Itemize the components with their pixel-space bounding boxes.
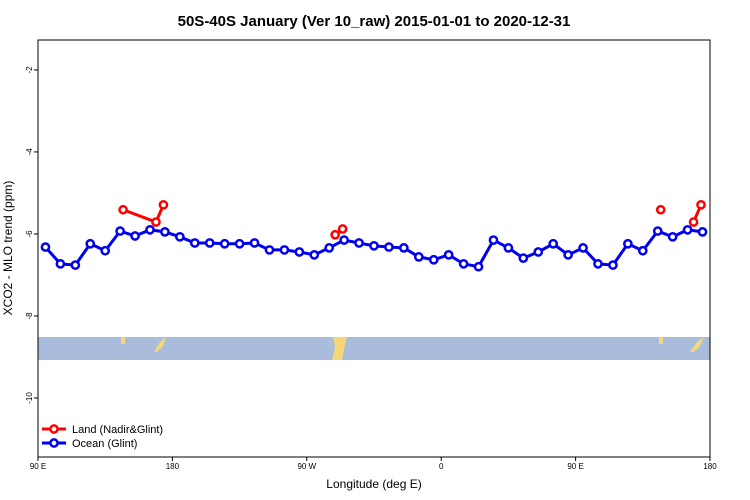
point xyxy=(488,235,499,245)
point xyxy=(593,259,603,269)
y-tick-label: -8 xyxy=(25,312,34,320)
point xyxy=(518,253,529,263)
point xyxy=(384,242,394,252)
point xyxy=(330,229,341,240)
point xyxy=(697,227,708,237)
point xyxy=(130,231,140,241)
point xyxy=(151,217,161,227)
point xyxy=(354,238,364,248)
point xyxy=(667,231,678,242)
y-tick-label: -10 xyxy=(25,392,34,404)
point xyxy=(55,259,66,269)
point xyxy=(473,261,484,272)
legend-marker xyxy=(49,438,59,448)
point xyxy=(652,226,663,236)
point xyxy=(219,238,230,249)
legend-label: Ocean (Glint) xyxy=(72,438,137,450)
point xyxy=(234,238,245,249)
y-tick-label: -6 xyxy=(25,230,34,238)
point xyxy=(118,204,128,215)
x-tick-label: 90 E xyxy=(567,462,583,471)
point xyxy=(160,227,170,237)
y-tick-label: -4 xyxy=(25,148,34,156)
point xyxy=(189,238,200,248)
point xyxy=(294,247,305,257)
point xyxy=(655,204,666,215)
point xyxy=(115,226,125,236)
point xyxy=(696,199,706,210)
point xyxy=(324,243,335,253)
point xyxy=(309,250,320,260)
point xyxy=(578,243,588,253)
x-tick-label: 0 xyxy=(439,462,444,471)
point xyxy=(503,243,514,253)
point xyxy=(40,242,51,252)
point xyxy=(100,245,111,256)
point xyxy=(563,250,573,260)
map-strip xyxy=(38,337,710,360)
point xyxy=(413,252,424,262)
point xyxy=(548,238,559,249)
point xyxy=(158,199,169,210)
point xyxy=(608,260,618,270)
chart-title: 50S-40S January (Ver 10_raw) 2015-01-01 … xyxy=(178,13,571,30)
point xyxy=(428,254,439,265)
point xyxy=(264,245,275,255)
point xyxy=(533,247,544,257)
x-tick-label: 90 W xyxy=(297,462,316,471)
x-axis-label: Longitude (deg E) xyxy=(326,477,421,491)
point xyxy=(399,243,409,253)
point xyxy=(623,238,633,249)
legend-marker xyxy=(49,424,59,434)
point xyxy=(337,224,348,234)
point xyxy=(249,238,260,248)
legend-label: Land (Nadir&Glint) xyxy=(72,424,163,436)
point xyxy=(85,238,96,249)
point xyxy=(637,245,648,256)
point xyxy=(204,238,215,248)
plot-frame xyxy=(37,39,711,458)
point xyxy=(339,235,349,245)
point xyxy=(682,224,693,235)
y-tick-label: -2 xyxy=(25,66,34,74)
point xyxy=(458,259,469,269)
point xyxy=(175,231,185,242)
point xyxy=(369,240,379,251)
y-axis-label: XCO2 - MLO trend (ppm) xyxy=(1,181,15,316)
x-tick-label: 180 xyxy=(166,462,180,471)
point xyxy=(279,245,290,255)
x-tick-label: 180 xyxy=(703,462,717,471)
x-tick-label: 90 E xyxy=(30,462,46,471)
point xyxy=(688,217,699,227)
point xyxy=(145,224,155,235)
point xyxy=(443,250,454,260)
point xyxy=(70,260,81,270)
